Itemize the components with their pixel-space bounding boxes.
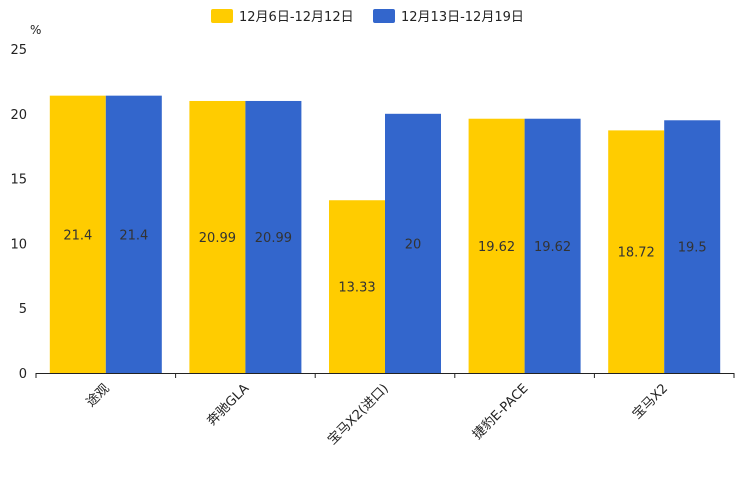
legend: 12月6日-12月12日 12月13日-12月19日: [211, 9, 524, 25]
y-tick-label: 20: [10, 108, 27, 123]
legend-swatch-series-2: [373, 9, 395, 23]
data-label-series-2-1: 21.4: [119, 228, 148, 243]
bars: [49, 95, 721, 374]
y-tick-label: 5: [19, 302, 27, 317]
data-label-series-1-2: 20.99: [199, 231, 236, 246]
x-category-label: 捷豹E-PACE: [470, 381, 531, 442]
bar-series-1-5: [608, 130, 665, 373]
data-label-series-1-3: 13.33: [338, 281, 375, 296]
data-label-series-2-4: 19.62: [534, 240, 571, 255]
x-axis: 途观 奔驰GLA 宝马X2(进口) 捷豹E-PACE 宝马X2: [35, 373, 735, 448]
legend-label-series-2: 12月13日-12月19日: [401, 10, 524, 25]
bar-series-2-5: [664, 120, 721, 373]
bar-series-1-1: [49, 95, 106, 373]
y-tick-label: 0: [19, 367, 27, 382]
data-label-series-2-3: 20: [405, 237, 422, 252]
data-label-series-1-5: 18.72: [618, 246, 655, 261]
y-tick-label: 25: [10, 43, 27, 58]
x-category-label: 宝马X2: [630, 381, 671, 422]
data-label-series-2-2: 20.99: [255, 231, 292, 246]
bar-series-1-2: [189, 100, 246, 373]
x-category-label: 途观: [83, 381, 113, 411]
legend-label-series-1: 12月6日-12月12日: [239, 10, 354, 25]
bar-series-1-3: [329, 200, 385, 373]
x-category-label: 宝马X2(进口): [325, 381, 392, 448]
data-label-series-1-1: 21.4: [63, 228, 92, 243]
data-label-series-1-4: 19.62: [478, 240, 515, 255]
bar-series-2-4: [524, 118, 581, 374]
data-labels: 21.4 21.4 20.99 20.99 13.33 20 19.62 19.62 18.72…: [63, 228, 706, 295]
bar-series-2-2: [245, 100, 302, 373]
data-label-series-2-5: 19.5: [678, 241, 707, 256]
legend-swatch-series-1: [211, 9, 233, 23]
y-tick-label: 10: [10, 237, 27, 252]
y-axis-unit-label: %: [30, 23, 41, 37]
bar-series-2-3: [385, 113, 441, 374]
bar-series-1-4: [468, 118, 525, 374]
y-axis: 0 5 10 15 20 25: [10, 43, 27, 382]
bar-series-2-1: [105, 95, 162, 373]
x-category-label: 奔驰GLA: [204, 381, 252, 429]
y-tick-label: 15: [10, 173, 27, 188]
